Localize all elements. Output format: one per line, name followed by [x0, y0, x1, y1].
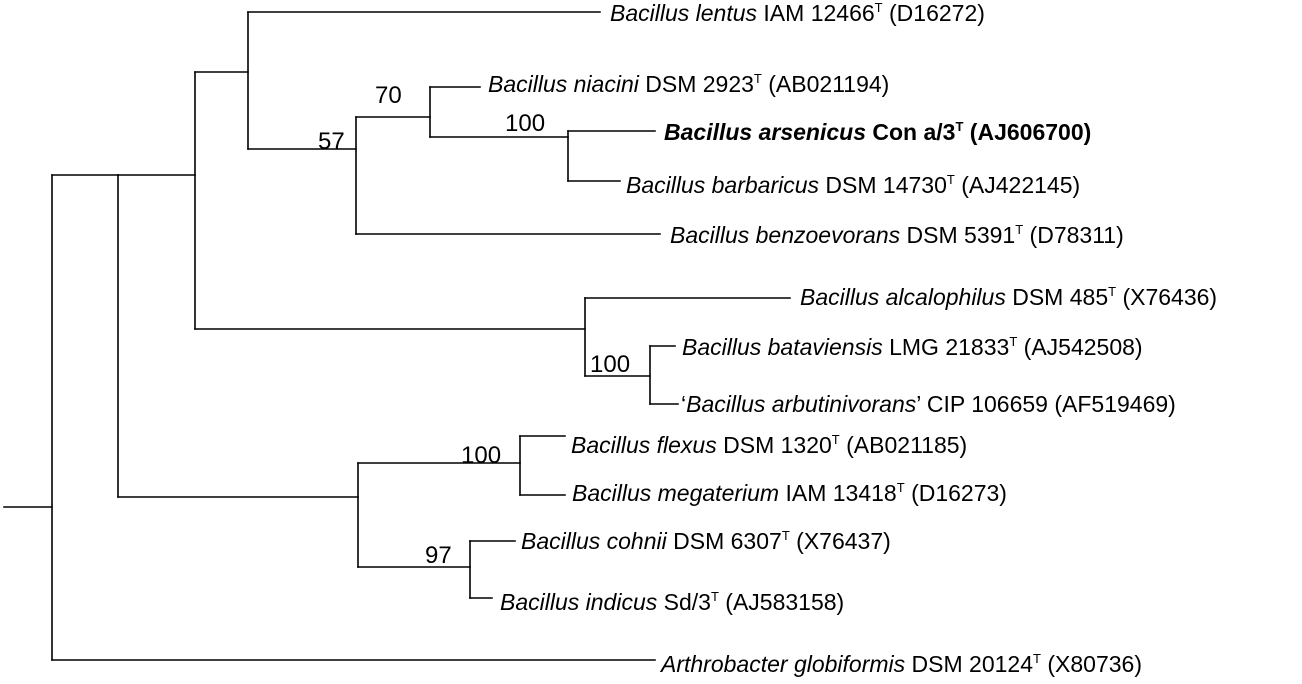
close-quote: ’	[916, 391, 920, 417]
species-name: Arthrobacter globiformis	[659, 651, 906, 677]
accession-number: (D78311)	[1023, 222, 1124, 248]
taxon-label-benzoevorans: Bacillus benzoevorans DSM 5391T (D78311)	[670, 222, 1124, 248]
type-strain-mark: T	[1015, 222, 1023, 237]
taxon-labels: Bacillus lentus IAM 12466T (D16272)Bacil…	[488, 0, 1217, 677]
type-strain-mark: T	[832, 432, 840, 447]
type-strain-mark: T	[782, 528, 790, 543]
type-strain-mark: T	[1033, 651, 1041, 666]
type-strain-mark: T	[711, 589, 719, 604]
accession-number: (X80736)	[1041, 651, 1142, 677]
bootstrap-boot-70: 70	[375, 82, 402, 109]
bootstrap-values: 70 57 100 100 100 97	[318, 82, 630, 569]
taxon-label-megaterium: Bacillus megaterium IAM 13418T (D16273)	[572, 480, 1007, 506]
type-strain-mark: T	[1108, 284, 1116, 299]
taxon-label-lentus: Bacillus lentus IAM 12466T (D16272)	[610, 0, 985, 26]
species-name: Bacillus benzoevorans	[670, 222, 901, 248]
type-strain-mark: T	[1009, 334, 1017, 349]
type-strain-mark: T	[947, 172, 955, 187]
species-name: Bacillus bataviensis	[682, 334, 883, 360]
species-name: Bacillus megaterium	[572, 480, 779, 506]
bootstrap-boot-100-flexus: 100	[461, 442, 501, 469]
taxon-label-bataviensis: Bacillus bataviensis LMG 21833T (AJ54250…	[682, 334, 1143, 360]
species-name: Bacillus indicus	[500, 589, 658, 615]
strain-designation: DSM 2923	[639, 71, 754, 97]
taxon-label-alcalophilus: Bacillus alcalophilus DSM 485T (X76436)	[800, 284, 1217, 310]
species-name: Bacillus arsenicus	[664, 119, 866, 145]
taxon-label-flexus: Bacillus flexus DSM 1320T (AB021185)	[571, 432, 967, 458]
type-strain-mark: T	[754, 71, 762, 86]
bootstrap-boot-57: 57	[318, 128, 345, 155]
strain-designation: DSM 20124	[905, 651, 1033, 677]
taxon-label-barbaricus: Bacillus barbaricus DSM 14730T (AJ422145…	[626, 172, 1080, 198]
strain-designation: Sd/3	[657, 589, 711, 615]
species-name: Bacillus cohnii	[521, 528, 668, 554]
accession-number: (D16272)	[883, 0, 985, 26]
strain-designation: DSM 1320	[717, 432, 832, 458]
strain-designation: DSM 14730	[819, 172, 947, 198]
species-name: Bacillus alcalophilus	[800, 284, 1006, 310]
accession-number: (AB021194)	[762, 71, 889, 97]
bootstrap-boot-97: 97	[425, 542, 452, 569]
strain-designation: LMG 21833	[883, 334, 1010, 360]
strain-designation: DSM 5391	[900, 222, 1015, 248]
accession-number: (AJ542508)	[1017, 334, 1142, 360]
species-name: Bacillus barbaricus	[626, 172, 820, 198]
taxon-label-arsenicus: Bacillus arsenicus Con a/3T (AJ606700)	[664, 119, 1091, 145]
taxon-label-niacini: Bacillus niacini DSM 2923T (AB021194)	[488, 71, 889, 97]
species-name: Bacillus lentus	[610, 0, 758, 26]
accession-number: (AB021185)	[840, 432, 967, 458]
strain-designation: CIP 106659 (AF519469)	[921, 391, 1176, 417]
accession-number: (AJ422145)	[955, 172, 1080, 198]
species-name: Bacillus niacini	[488, 71, 640, 97]
taxon-label-globiformis: Arthrobacter globiformis DSM 20124T (X80…	[659, 651, 1142, 677]
tree-branches	[3, 11, 791, 661]
type-strain-mark: T	[897, 480, 905, 495]
species-name: Bacillus flexus	[571, 432, 717, 458]
strain-designation: DSM 6307	[667, 528, 782, 554]
accession-number: (AJ606700)	[963, 119, 1091, 145]
taxon-label-cohnii: Bacillus cohnii DSM 6307T (X76437)	[521, 528, 891, 554]
taxon-label-indicus: Bacillus indicus Sd/3T (AJ583158)	[500, 589, 844, 615]
type-strain-mark: T	[875, 0, 883, 15]
open-quote: ‘	[681, 391, 686, 417]
species-name: Bacillus arbutinivorans	[686, 391, 917, 417]
strain-designation: DSM 485	[1006, 284, 1108, 310]
accession-number: (AJ583158)	[719, 589, 844, 615]
type-strain-mark: T	[955, 119, 963, 134]
strain-designation: Con a/3	[866, 119, 955, 145]
taxon-label-arbutinivorans: ‘Bacillus arbutinivorans’ CIP 106659 (AF…	[681, 391, 1176, 417]
strain-designation: IAM 12466	[757, 0, 875, 26]
accession-number: (X76437)	[790, 528, 891, 554]
accession-number: (X76436)	[1116, 284, 1217, 310]
strain-designation: IAM 13418	[779, 480, 897, 506]
accession-number: (D16273)	[905, 480, 1007, 506]
bootstrap-boot-100-arsenicus: 100	[505, 110, 545, 137]
bootstrap-boot-100-bataviensis: 100	[590, 351, 630, 378]
